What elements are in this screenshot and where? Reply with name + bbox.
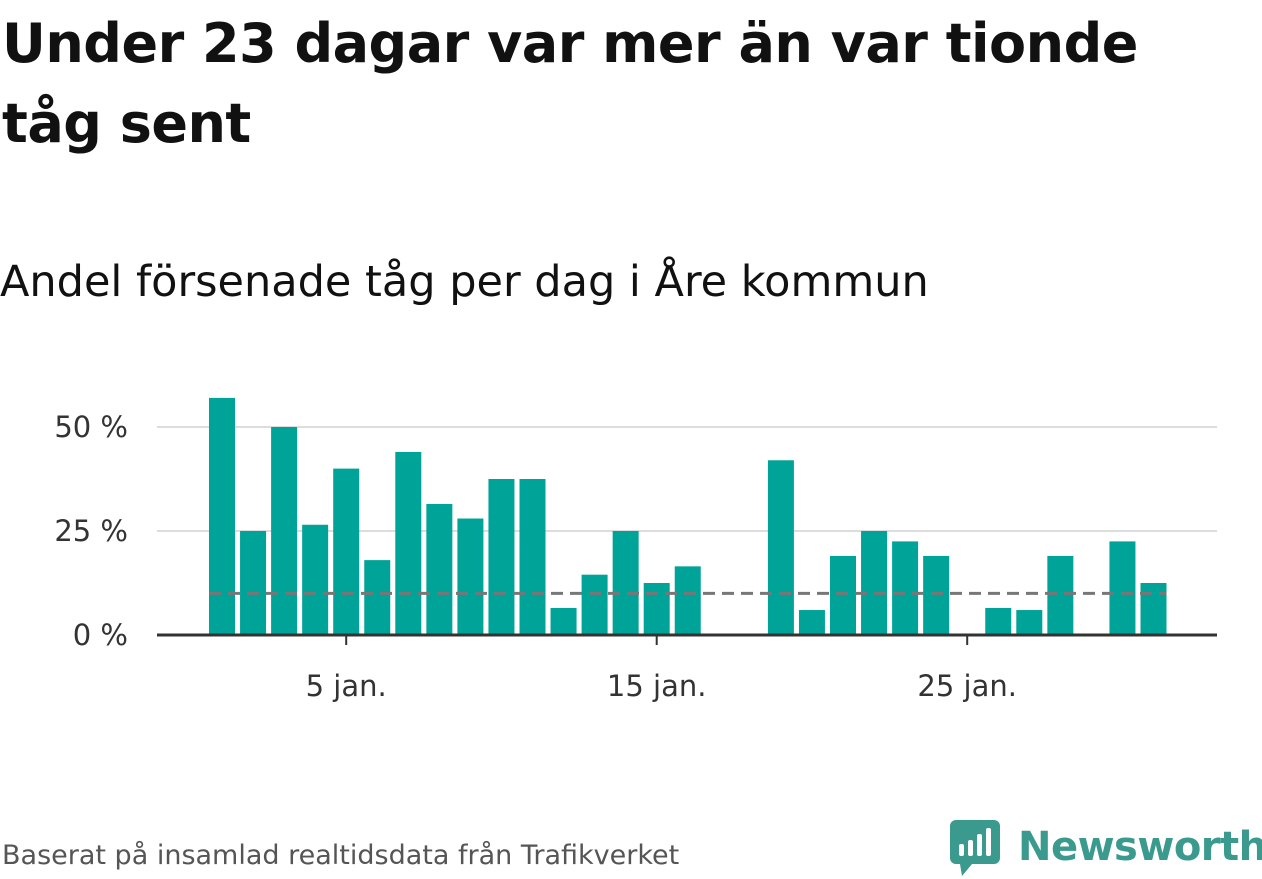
- bar: [798, 610, 825, 635]
- bar: [457, 518, 484, 635]
- x-tick-label: 15 jan.: [607, 669, 707, 703]
- axes: 0 % 25 % 50 % 5 jan. 15 jan. 25 jan.: [54, 410, 1217, 703]
- gridlines: [157, 426, 1217, 532]
- bar: [892, 541, 919, 635]
- bar: [985, 607, 1012, 635]
- bar: [674, 566, 701, 635]
- bar: [643, 583, 670, 635]
- bar: [767, 460, 794, 635]
- source-note: Baserat på insamlad realtidsdata från Tr…: [2, 840, 680, 871]
- bar: [333, 468, 360, 635]
- bar: [271, 427, 298, 635]
- chart-subtitle: Andel försenade tåg per dag i Åre kommun: [0, 257, 929, 307]
- bar: [302, 524, 329, 635]
- bar: [426, 503, 453, 635]
- bar: [830, 555, 856, 635]
- bar: [612, 531, 639, 635]
- x-tick-label: 5 jan.: [306, 669, 387, 703]
- bar: [1140, 583, 1167, 635]
- bar: [1016, 610, 1043, 635]
- bar: [581, 574, 608, 635]
- newsworthy-logo-icon: [950, 820, 1000, 876]
- logo-wordmark: Newsworthy: [1018, 824, 1262, 870]
- bar: [923, 555, 950, 635]
- bar: [395, 451, 422, 635]
- x-tick-label: 25 jan.: [917, 669, 1017, 703]
- bar: [364, 560, 391, 635]
- y-tick-label: 50 %: [54, 410, 128, 444]
- bar: [550, 607, 577, 635]
- bar: [488, 479, 515, 635]
- bar: [519, 479, 546, 635]
- bar: [1109, 541, 1136, 635]
- chart-title: Under 23 dagar var mer än var tionde tåg…: [2, 12, 1138, 155]
- bar: [1047, 555, 1074, 635]
- y-tick-label: 0 %: [73, 618, 128, 652]
- bar: [861, 531, 888, 635]
- bar: [209, 397, 235, 635]
- bars: [209, 397, 1167, 635]
- bar: [240, 531, 267, 635]
- y-tick-label: 25 %: [54, 514, 128, 548]
- newsworthy-logo: Newsworthy: [950, 818, 1262, 878]
